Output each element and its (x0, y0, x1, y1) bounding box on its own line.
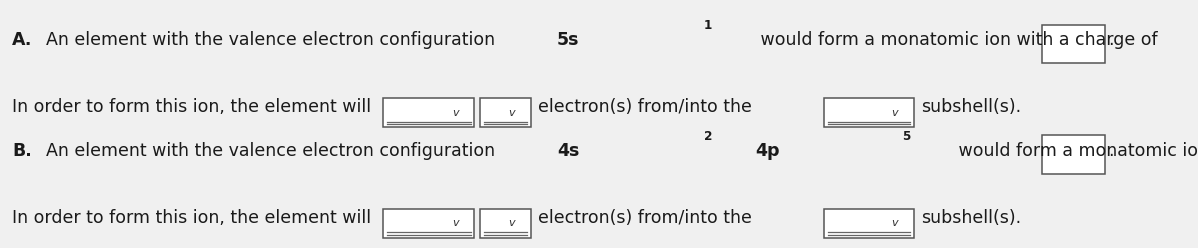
FancyBboxPatch shape (824, 209, 914, 238)
Text: would form a monatomic ion with a charge of: would form a monatomic ion with a charge… (954, 142, 1198, 160)
Text: v: v (508, 218, 515, 228)
Text: 4p: 4p (755, 142, 780, 160)
FancyBboxPatch shape (383, 98, 474, 127)
FancyBboxPatch shape (480, 209, 531, 238)
Text: would form a monatomic ion with a charge of: would form a monatomic ion with a charge… (755, 31, 1157, 49)
FancyBboxPatch shape (824, 98, 914, 127)
FancyBboxPatch shape (480, 98, 531, 127)
Text: subshell(s).: subshell(s). (921, 209, 1022, 227)
Text: A.: A. (12, 31, 32, 49)
FancyBboxPatch shape (1042, 135, 1105, 174)
Text: B.: B. (12, 142, 31, 160)
Text: An element with the valence electron configuration: An element with the valence electron con… (46, 31, 500, 49)
Text: v: v (891, 218, 898, 228)
Text: electron(s) from/into the: electron(s) from/into the (538, 98, 752, 116)
Text: .: . (1108, 142, 1114, 160)
Text: In order to form this ion, the element will: In order to form this ion, the element w… (12, 209, 371, 227)
Text: v: v (508, 108, 515, 118)
FancyBboxPatch shape (1042, 25, 1105, 63)
Text: .: . (1108, 31, 1114, 49)
FancyBboxPatch shape (383, 209, 474, 238)
Text: v: v (891, 108, 898, 118)
Text: An element with the valence electron configuration: An element with the valence electron con… (46, 142, 500, 160)
Text: v: v (452, 218, 459, 228)
Text: electron(s) from/into the: electron(s) from/into the (538, 209, 752, 227)
Text: In order to form this ion, the element will: In order to form this ion, the element w… (12, 98, 371, 116)
Text: 2: 2 (704, 130, 712, 143)
Text: 5: 5 (902, 130, 910, 143)
Text: v: v (452, 108, 459, 118)
Text: subshell(s).: subshell(s). (921, 98, 1022, 116)
Text: 4s: 4s (557, 142, 580, 160)
Text: 5s: 5s (557, 31, 580, 49)
Text: 1: 1 (704, 19, 712, 31)
